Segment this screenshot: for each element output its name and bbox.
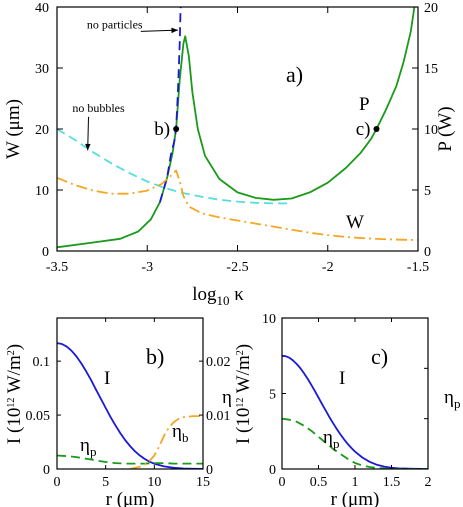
y2-tick-label: 0.01 xyxy=(206,409,231,424)
plot-frame xyxy=(56,317,204,470)
y-tick-label: 0 xyxy=(43,463,50,478)
curve-label-P: P xyxy=(359,94,370,115)
curve-label-sub: p xyxy=(90,444,97,459)
y-tick-label: 20 xyxy=(35,123,49,138)
curve-label: ηp xyxy=(323,427,339,451)
curve-label-base: η xyxy=(80,435,90,456)
y2-axis-label-base: η xyxy=(444,387,454,408)
plot-area xyxy=(57,342,203,469)
y2-axis-label-sub: p xyxy=(454,396,461,411)
annotation-text: no particles xyxy=(87,17,143,31)
x-tick-label: 1.5 xyxy=(383,475,401,490)
y2-tick-label: 10 xyxy=(424,123,438,138)
annotation-arrowhead xyxy=(85,143,91,151)
y2-tick-label: 15 xyxy=(424,62,438,77)
series-line-2 xyxy=(159,7,182,203)
x-axis-label: r (μm) xyxy=(331,489,380,507)
y-axis-label-exp: 12 xyxy=(235,398,246,408)
annotation-arrowhead xyxy=(171,27,178,34)
y-axis-label-unit: W/m xyxy=(4,355,25,398)
y-tick-label: 10 xyxy=(262,312,276,327)
curve-label: I xyxy=(339,368,345,389)
y-tick-label: 10 xyxy=(35,184,49,199)
point-label: c) xyxy=(356,119,371,140)
y2-tick-label: 20 xyxy=(424,1,438,16)
y-axis-label-unit: W/m xyxy=(233,355,254,398)
y-axis-label-close: ) xyxy=(4,344,25,350)
y-axis-label: W (μm) xyxy=(3,99,24,159)
x-tick-label: 1 xyxy=(352,475,359,490)
y2-tick-label: 0 xyxy=(424,245,431,260)
series-line-2 xyxy=(282,417,428,469)
series-line-1 xyxy=(57,342,203,469)
x-tick-label: 5 xyxy=(102,475,109,490)
curve-label: I xyxy=(104,368,110,389)
y-axis-label-base: I (10 xyxy=(4,408,25,444)
y-axis-label-exp: 12 xyxy=(6,398,17,408)
x-tick-label: 0.5 xyxy=(310,475,328,490)
x-axis-label: r (μm) xyxy=(106,489,155,507)
y2-axis-label-base: η xyxy=(222,387,232,408)
x-axis-label-base: log xyxy=(192,284,217,305)
curve-label-sub: b xyxy=(182,430,189,445)
curve-label-base: η xyxy=(323,427,333,448)
y-tick-label: 5 xyxy=(269,388,276,403)
y-tick-label: 40 xyxy=(35,1,49,16)
panel-label: c) xyxy=(371,344,388,369)
x-tick-label: -2 xyxy=(322,260,334,275)
y-tick-label: 0 xyxy=(269,463,276,478)
x-tick-label: -1.5 xyxy=(407,260,429,275)
y2-axis-label: η xyxy=(222,387,232,408)
marker-point xyxy=(373,126,380,132)
curve-label: ηb xyxy=(172,421,188,445)
x-tick-label: 15 xyxy=(196,475,210,490)
y2-tick-label: 5 xyxy=(424,184,431,199)
marker-point xyxy=(173,126,180,132)
curve-label-base: η xyxy=(172,421,182,442)
y2-axis-label: P (W) xyxy=(435,106,456,151)
y-tick-label: 0.05 xyxy=(26,409,51,424)
curve-label-base: I xyxy=(339,368,345,389)
y-tick-label: 30 xyxy=(35,62,49,77)
panel-label: b) xyxy=(146,344,164,369)
x-tick-label: -3.5 xyxy=(46,260,68,275)
point-label: b) xyxy=(154,119,170,140)
x-axis-label: log10 κ xyxy=(192,284,244,308)
plot-frame xyxy=(281,317,429,470)
x-axis-label-sub: 10 xyxy=(216,293,229,308)
plot-area xyxy=(282,354,428,469)
x-tick-label: 0 xyxy=(54,475,61,490)
series-line-2 xyxy=(57,454,203,465)
y-axis-label-exp2: 2 xyxy=(235,350,246,355)
x-tick-label: 2 xyxy=(425,475,432,490)
curve-label-sub: p xyxy=(333,436,340,451)
y2-tick-label: 0 xyxy=(206,463,213,478)
series-line-3 xyxy=(129,415,203,469)
y-axis-label-base: I (10 xyxy=(233,408,254,444)
curve-label-W: W xyxy=(346,212,364,233)
series-line-3 xyxy=(57,128,292,205)
y-tick-label: 0.1 xyxy=(33,355,51,370)
annotation-text: no bubbles xyxy=(72,101,125,115)
y2-tick-label: 0.02 xyxy=(206,355,231,370)
x-tick-label: -2.5 xyxy=(226,260,248,275)
curve-label: ηp xyxy=(80,435,96,459)
y2-axis-label: ηp xyxy=(444,387,460,411)
y-axis-label: I (1012 W/m2) xyxy=(233,344,254,444)
curve-label-base: I xyxy=(104,368,110,389)
y-axis-label-close: ) xyxy=(233,344,254,350)
series-line-1 xyxy=(282,354,428,469)
x-tick-label: -3 xyxy=(141,260,153,275)
x-axis-label-symbol: κ xyxy=(229,284,244,305)
y-axis-label-exp2: 2 xyxy=(6,350,17,355)
y-tick-label: 0 xyxy=(42,245,49,260)
y-axis-label: I (1012 W/m2) xyxy=(4,344,25,444)
x-tick-label: 0 xyxy=(279,475,286,490)
x-tick-label: 10 xyxy=(147,475,161,490)
panel-label: a) xyxy=(286,62,303,87)
